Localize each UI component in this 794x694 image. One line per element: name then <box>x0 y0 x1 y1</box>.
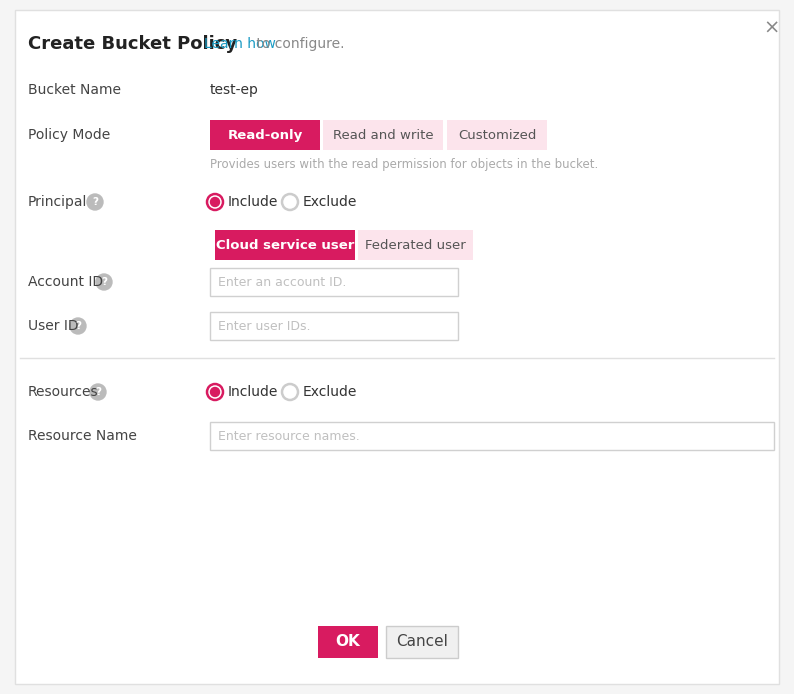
Text: ?: ? <box>75 321 81 331</box>
Text: Create Bucket Policy: Create Bucket Policy <box>28 35 237 53</box>
Text: Include: Include <box>228 195 279 209</box>
Text: Learn how: Learn how <box>204 37 276 51</box>
Text: Bucket Name: Bucket Name <box>28 83 121 97</box>
FancyBboxPatch shape <box>386 626 458 658</box>
Text: Account ID: Account ID <box>28 275 103 289</box>
Text: Principal: Principal <box>28 195 87 209</box>
Text: Cancel: Cancel <box>396 634 448 650</box>
Circle shape <box>70 318 86 334</box>
Text: Policy Mode: Policy Mode <box>28 128 110 142</box>
FancyBboxPatch shape <box>210 120 320 150</box>
Text: ?: ? <box>92 197 98 207</box>
Text: Read and write: Read and write <box>333 128 434 142</box>
Text: test-ep: test-ep <box>210 83 259 97</box>
FancyBboxPatch shape <box>447 120 547 150</box>
FancyBboxPatch shape <box>210 268 458 296</box>
Circle shape <box>90 384 106 400</box>
Text: Enter resource names.: Enter resource names. <box>218 430 360 443</box>
Text: ?: ? <box>101 277 107 287</box>
Text: Cloud service user: Cloud service user <box>216 239 354 251</box>
Text: ×: × <box>764 19 781 37</box>
Text: User ID: User ID <box>28 319 79 333</box>
Text: Exclude: Exclude <box>303 195 357 209</box>
Text: Exclude: Exclude <box>303 385 357 399</box>
Text: Enter an account ID.: Enter an account ID. <box>218 276 346 289</box>
FancyBboxPatch shape <box>323 120 443 150</box>
Text: Read-only: Read-only <box>227 128 303 142</box>
Text: Resource Name: Resource Name <box>28 429 137 443</box>
FancyBboxPatch shape <box>358 230 473 260</box>
FancyBboxPatch shape <box>210 422 774 450</box>
Text: Resources: Resources <box>28 385 98 399</box>
Text: Provides users with the read permission for objects in the bucket.: Provides users with the read permission … <box>210 158 598 171</box>
FancyBboxPatch shape <box>15 10 779 684</box>
Text: OK: OK <box>336 634 360 650</box>
Text: Enter user IDs.: Enter user IDs. <box>218 319 310 332</box>
Circle shape <box>96 274 112 290</box>
Circle shape <box>87 194 103 210</box>
Text: ?: ? <box>95 387 101 397</box>
FancyBboxPatch shape <box>210 312 458 340</box>
FancyBboxPatch shape <box>215 230 355 260</box>
Text: Customized: Customized <box>458 128 536 142</box>
Text: to configure.: to configure. <box>252 37 345 51</box>
Circle shape <box>210 198 219 207</box>
Text: Federated user: Federated user <box>365 239 466 251</box>
Circle shape <box>210 387 219 396</box>
FancyBboxPatch shape <box>318 626 378 658</box>
Text: Include: Include <box>228 385 279 399</box>
